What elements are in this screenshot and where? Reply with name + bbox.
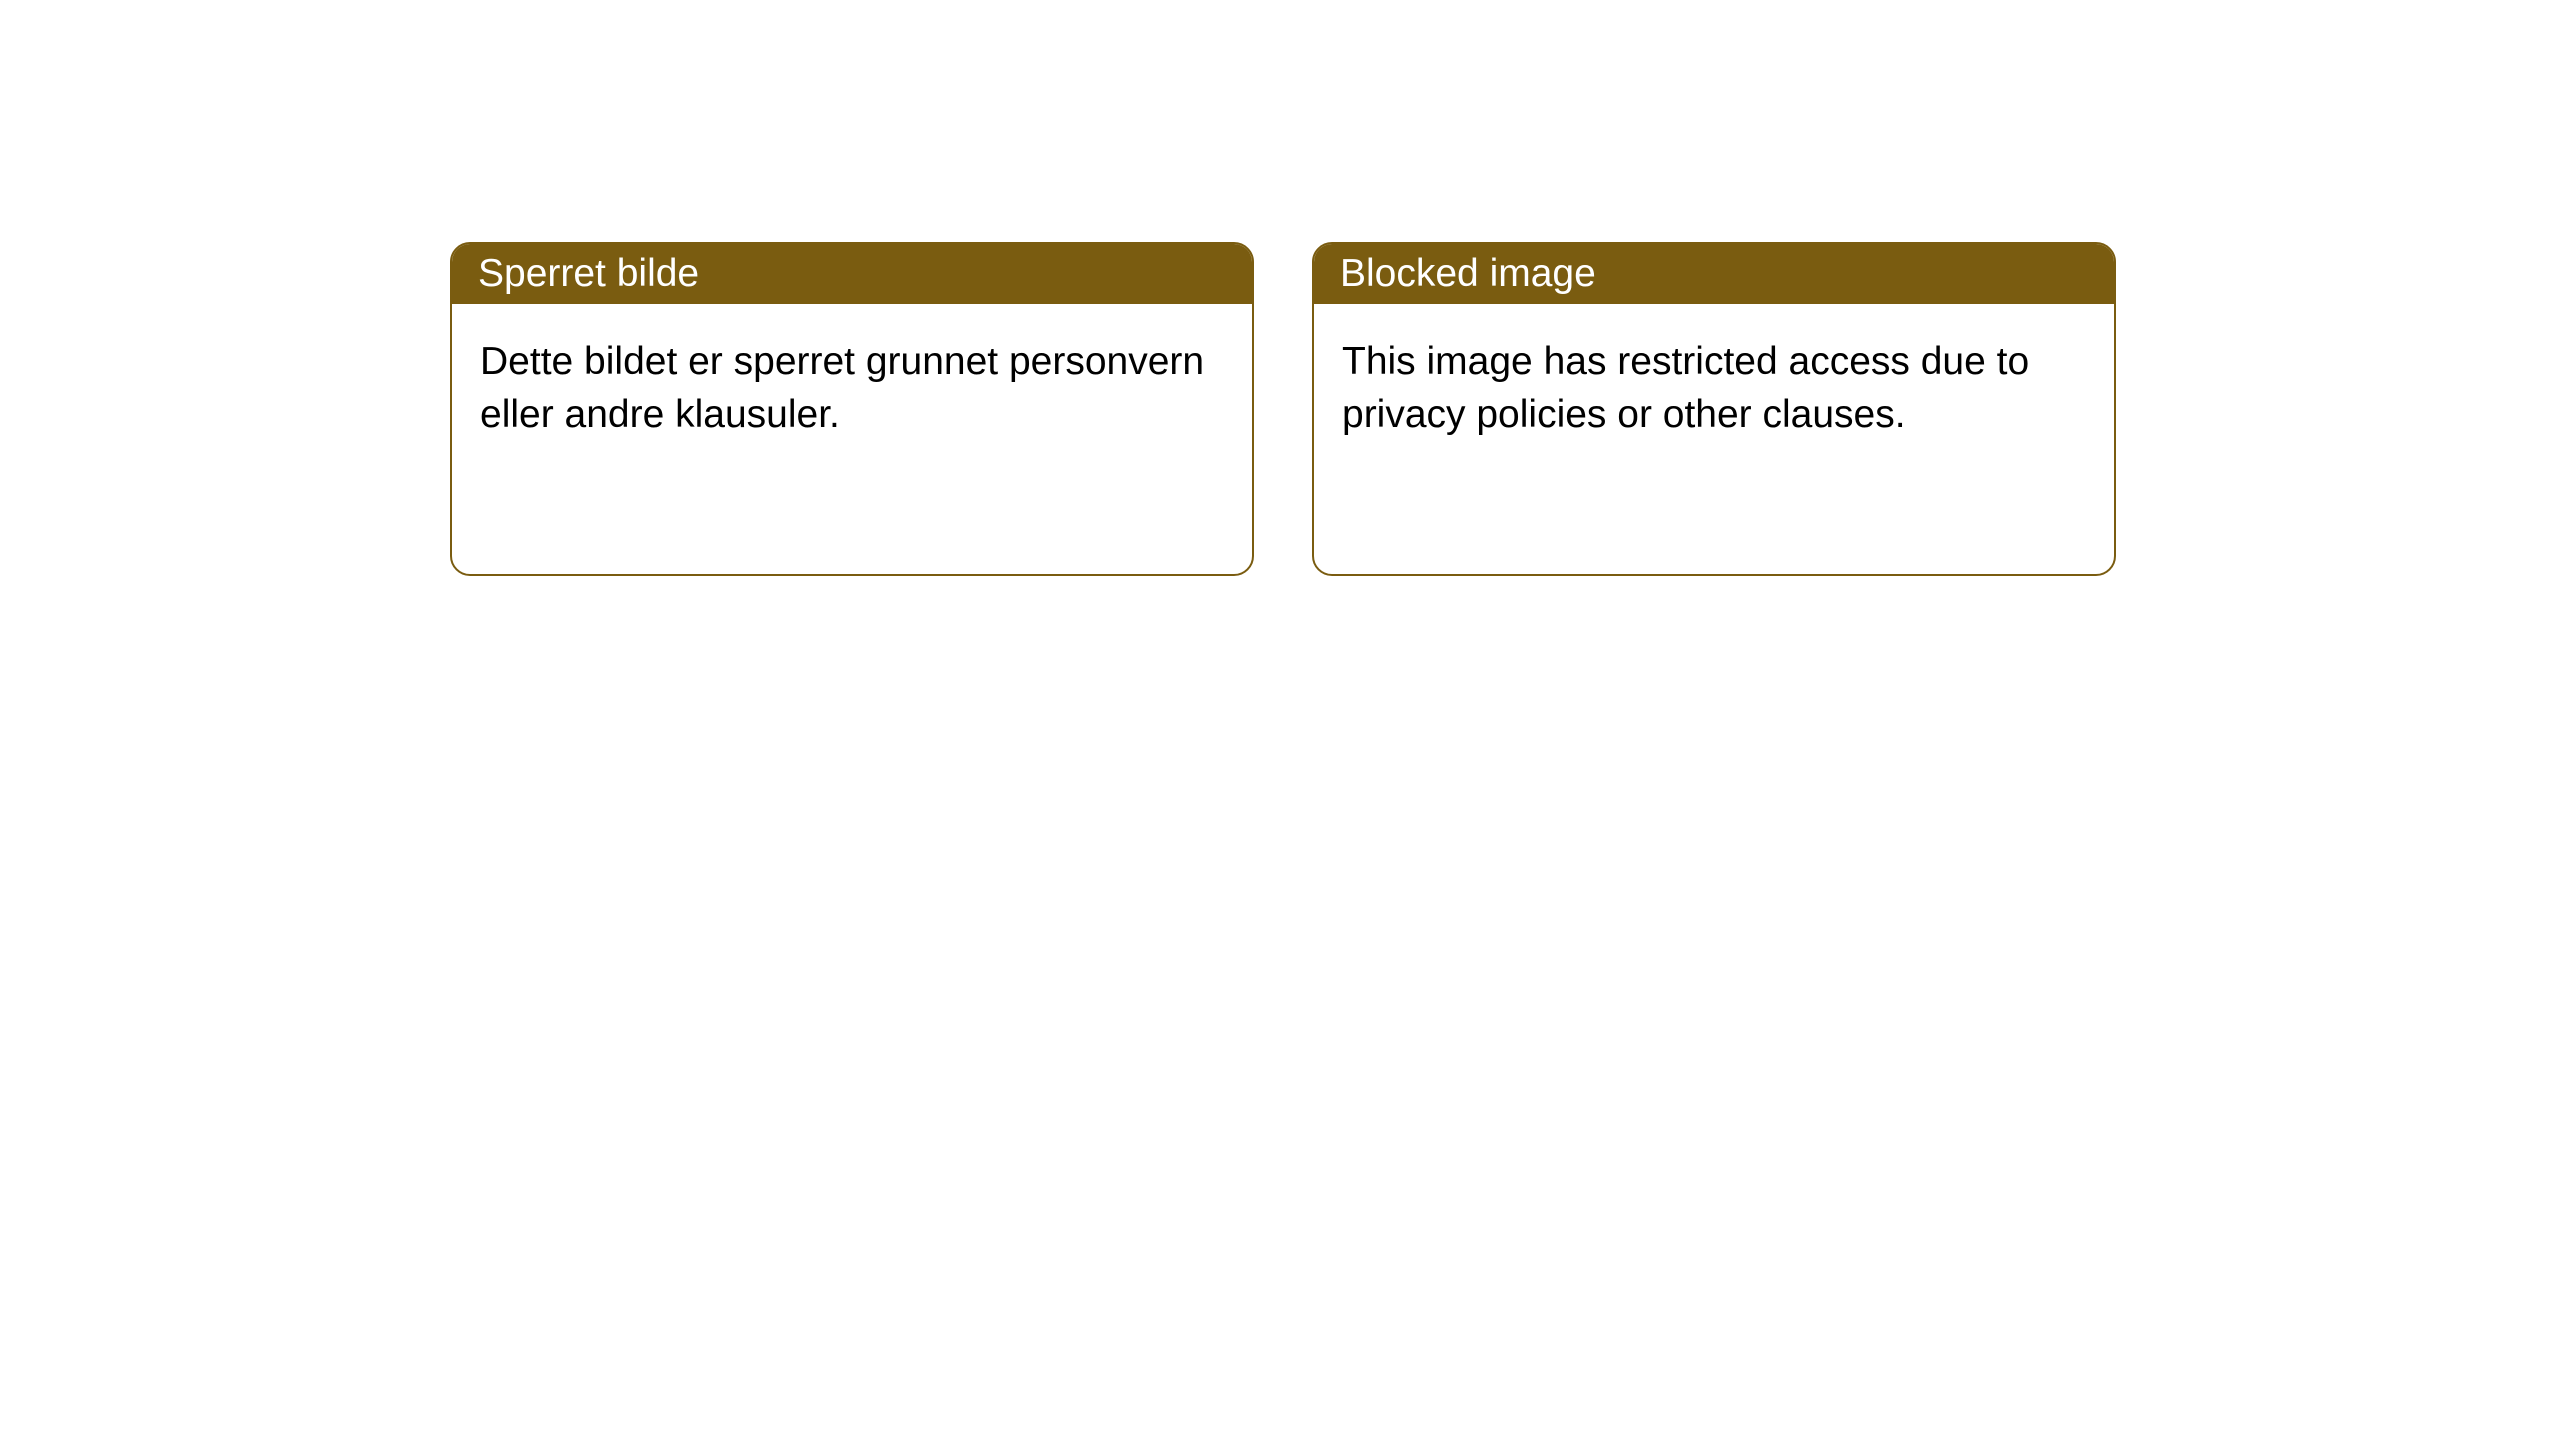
card-body: Dette bildet er sperret grunnet personve… xyxy=(452,304,1252,473)
card-body-text: Dette bildet er sperret grunnet personve… xyxy=(480,340,1204,436)
card-body-text: This image has restricted access due to … xyxy=(1342,340,2029,436)
blocked-image-card-no: Sperret bilde Dette bildet er sperret gr… xyxy=(450,242,1254,576)
card-header: Blocked image xyxy=(1314,244,2114,304)
blocked-image-card-en: Blocked image This image has restricted … xyxy=(1312,242,2116,576)
cards-container: Sperret bilde Dette bildet er sperret gr… xyxy=(0,0,2560,576)
card-header: Sperret bilde xyxy=(452,244,1252,304)
card-title: Blocked image xyxy=(1340,252,1596,296)
card-body: This image has restricted access due to … xyxy=(1314,304,2114,473)
card-title: Sperret bilde xyxy=(478,252,699,296)
